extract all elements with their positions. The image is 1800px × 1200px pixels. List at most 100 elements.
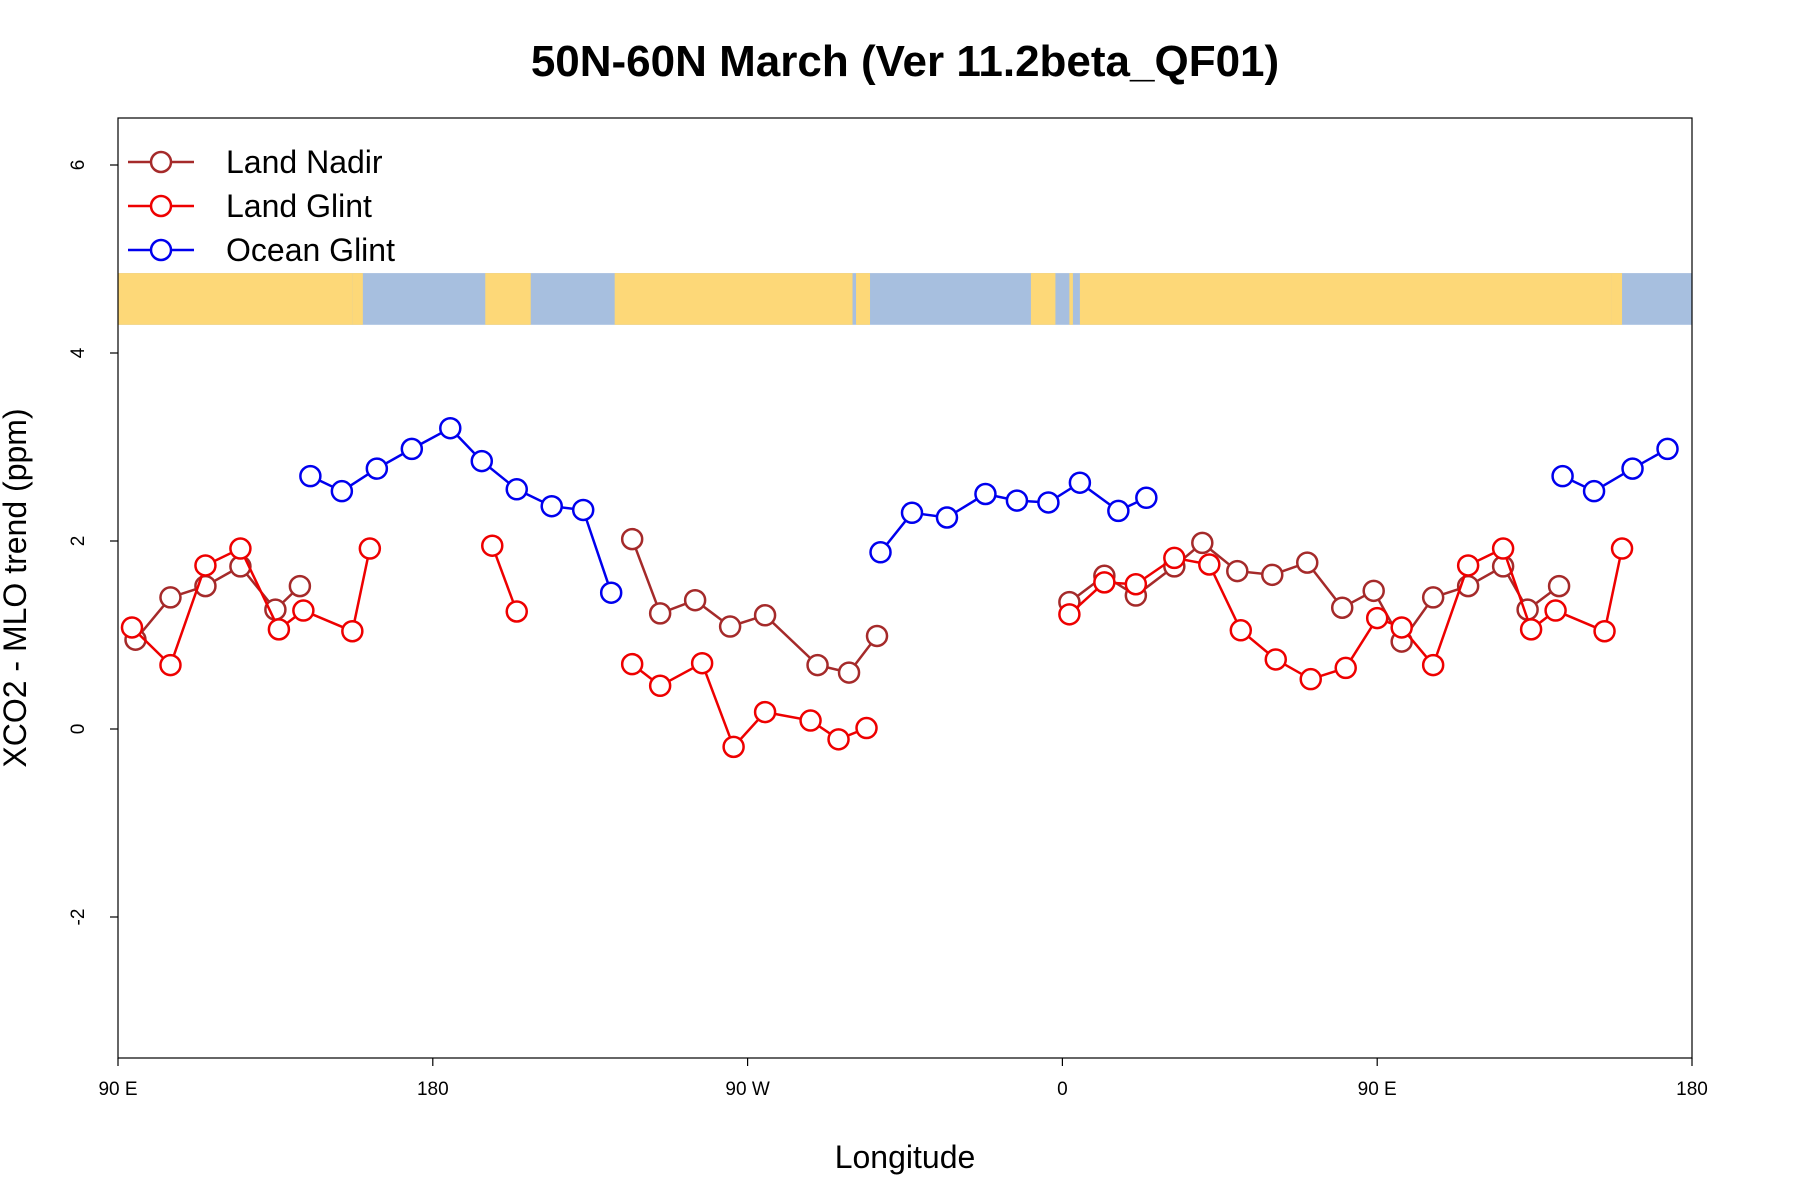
series-line: [309, 426, 613, 594]
map-landmass: [1069, 273, 1073, 325]
y-tick-label: 6: [68, 160, 89, 171]
data-point: [1037, 491, 1060, 514]
data-point: [505, 600, 528, 623]
map-landmass: [485, 273, 531, 325]
data-point: [194, 554, 217, 577]
data-point: [288, 574, 312, 598]
legend-marker: [149, 194, 173, 218]
data-point: [341, 619, 364, 643]
data-point: [292, 599, 315, 622]
data-point: [1068, 471, 1092, 494]
data-point: [1610, 537, 1634, 560]
data-point: [571, 498, 595, 522]
x-tick-label: 180: [417, 1079, 449, 1100]
data-point: [1264, 648, 1288, 671]
data-point: [648, 602, 672, 625]
data-point: [481, 534, 504, 557]
data-point: [935, 506, 959, 529]
data-point: [648, 674, 672, 698]
data-point: [1229, 619, 1253, 642]
x-axis: 90 E 180 90 W 0 90 E 180: [98, 1058, 1708, 1100]
legend-marker: [149, 238, 173, 262]
data-point: [1295, 551, 1319, 574]
y-tick-label: 0: [68, 724, 89, 735]
data-point: [505, 478, 528, 501]
map-landmass: [1030, 273, 1056, 325]
y-tick-label: 2: [68, 536, 89, 547]
data-point: [806, 653, 829, 677]
data-point: [229, 537, 252, 560]
series-line: [491, 545, 518, 612]
data-point: [1005, 489, 1029, 512]
data-point: [1544, 599, 1567, 622]
data-point: [855, 716, 878, 740]
x-tick-label: 0: [1057, 1079, 1068, 1100]
map-landmass: [118, 273, 353, 325]
data-point: [1058, 603, 1081, 626]
data-point: [1390, 616, 1413, 639]
data-point: [1456, 554, 1480, 577]
data-point: [1491, 537, 1515, 560]
x-tick-label: 90 E: [1358, 1079, 1397, 1100]
x-axis-title: Longitude: [835, 1139, 976, 1175]
x-tick-label: 90 W: [725, 1079, 769, 1100]
data-point: [837, 661, 861, 684]
legend: Land Nadir Land Glint Ocean Glint: [128, 144, 395, 268]
data-point: [1226, 559, 1249, 583]
data-point: [683, 588, 707, 612]
data-point: [1551, 464, 1574, 488]
data-point: [1093, 571, 1116, 594]
data-point: [540, 494, 563, 518]
y-axis: -2 0 2 4 6: [68, 160, 118, 925]
map-landmass: [352, 273, 363, 325]
series-line: [1562, 447, 1669, 493]
data-point: [470, 449, 494, 473]
series-land-nadir: [124, 527, 1571, 684]
data-point: [1582, 479, 1606, 503]
data-point: [299, 464, 322, 488]
series-line: [1068, 541, 1560, 644]
data-point: [1330, 596, 1354, 619]
map-landmass: [1611, 273, 1623, 325]
map-landmass: [1079, 273, 1612, 325]
data-point: [1547, 574, 1571, 598]
data-point: [690, 651, 714, 675]
data-point: [799, 709, 822, 732]
data-point: [1656, 437, 1679, 461]
data-point: [400, 437, 424, 461]
data-point: [827, 728, 850, 751]
data-point: [120, 616, 144, 639]
x-tick-label: 180: [1676, 1079, 1708, 1100]
data-point: [1621, 457, 1644, 480]
data-point: [1421, 586, 1445, 609]
background-map: [118, 273, 1692, 325]
plot-frame: [117, 117, 1693, 1059]
series-land-glint: [120, 534, 1634, 759]
data-point: [753, 604, 777, 627]
data-point: [358, 537, 382, 560]
data-point: [753, 700, 777, 724]
series-ocean-glint: [299, 416, 1679, 604]
data-point: [1421, 653, 1445, 677]
map-landmass: [856, 273, 871, 325]
x-tick-label: 90 E: [98, 1079, 137, 1100]
legend-marker: [149, 150, 173, 174]
data-point: [1593, 619, 1616, 643]
data-point: [1261, 563, 1284, 587]
data-point: [599, 581, 623, 604]
data-point: [1135, 486, 1158, 510]
chart-title: 50N-60N March (Ver 11.2beta_QF01): [531, 37, 1279, 86]
y-axis-title: XCO2 - MLO trend (ppm): [0, 408, 33, 767]
data-point: [1362, 579, 1385, 603]
data-point: [1198, 553, 1221, 576]
data-point: [620, 652, 644, 676]
data-point: [865, 624, 889, 648]
data-point: [1163, 546, 1186, 570]
legend-label: Land Glint: [226, 188, 372, 224]
data-point: [365, 457, 389, 480]
data-point: [1365, 606, 1389, 630]
legend-label: Land Nadir: [226, 144, 383, 180]
data-point: [620, 527, 644, 551]
data-point: [267, 618, 291, 641]
